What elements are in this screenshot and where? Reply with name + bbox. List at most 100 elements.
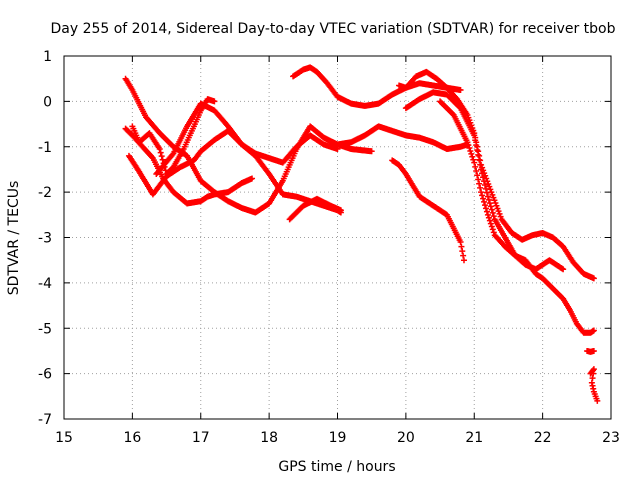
grid: [64, 56, 611, 419]
y-tick-label: -4: [38, 276, 52, 292]
x-tick-label: 22: [534, 430, 552, 446]
y-tick-label: -6: [38, 367, 52, 383]
data-point: [483, 189, 490, 196]
data-point: [471, 159, 478, 166]
data-point: [477, 161, 484, 168]
series-track-1: [122, 75, 375, 216]
data-point: [486, 217, 493, 224]
data-point: [148, 154, 155, 161]
y-tick-label: -5: [38, 321, 52, 337]
data-point: [485, 214, 492, 221]
data-point: [490, 213, 497, 220]
data-point: [482, 185, 489, 192]
data-point: [156, 146, 163, 153]
data-point: [476, 156, 483, 163]
data-point: [158, 153, 165, 160]
data-point: [481, 198, 488, 205]
data-point: [487, 203, 494, 210]
data-point: [469, 153, 476, 160]
x-tick-label: 20: [397, 430, 415, 446]
x-tick-label: 18: [260, 430, 278, 446]
data-point: [479, 170, 486, 177]
data-point: [472, 137, 479, 144]
data-point: [160, 160, 167, 167]
data-point: [466, 145, 473, 152]
data-point: [337, 207, 344, 214]
data-point: [161, 163, 168, 170]
data-point: [472, 163, 479, 170]
data-points: [122, 64, 601, 404]
series-track-11: [402, 89, 567, 273]
x-axis-label: GPS time / hours: [278, 459, 395, 475]
y-tick-label: 1: [43, 49, 52, 65]
data-point: [249, 175, 256, 182]
series-track-14: [587, 366, 601, 404]
y-tick-labels: 1 0 -1 -2 -3 -4 -5 -6 -7: [38, 49, 52, 428]
data-point: [560, 266, 567, 273]
data-point: [368, 148, 375, 155]
y-tick-label: -3: [38, 231, 52, 247]
data-point: [475, 151, 482, 158]
chart-title: Day 255 of 2014, Sidereal Day-to-day VTE…: [50, 21, 615, 37]
series-track-3: [122, 125, 256, 207]
data-point: [457, 239, 464, 246]
y-axis-label: SDTVAR / TECUs: [6, 181, 22, 296]
data-point: [467, 147, 474, 154]
data-point: [594, 397, 601, 404]
data-point: [485, 196, 492, 203]
series-track-12: [437, 98, 597, 336]
data-point: [481, 202, 488, 209]
data-point: [489, 226, 496, 233]
data-point: [487, 220, 494, 227]
data-point: [473, 168, 480, 175]
data-point: [470, 156, 477, 163]
data-point: [157, 149, 164, 156]
data-point: [477, 184, 484, 191]
data-point: [211, 98, 218, 105]
data-point: [474, 172, 481, 179]
y-tick-label: -1: [38, 140, 52, 156]
data-point: [483, 208, 490, 215]
series-track-8: [334, 123, 471, 153]
data-point: [460, 252, 467, 259]
data-point: [471, 132, 478, 139]
data-point: [478, 166, 485, 173]
data-point: [484, 193, 491, 200]
data-point: [490, 229, 497, 236]
x-tick-label: 15: [55, 430, 73, 446]
series-track-6: [290, 64, 464, 109]
series-track-7: [286, 195, 344, 223]
series-track-10: [396, 68, 597, 282]
data-point: [458, 243, 465, 250]
data-point: [457, 87, 464, 94]
data-point: [159, 156, 166, 163]
data-point: [484, 211, 491, 218]
data-point: [488, 223, 495, 230]
data-point: [590, 327, 597, 334]
data-point: [481, 178, 488, 185]
data-point: [474, 146, 481, 153]
x-tick-label: 21: [465, 430, 483, 446]
y-tick-label: 0: [43, 94, 52, 110]
series-track-13: [584, 347, 597, 355]
data-point: [486, 200, 493, 207]
data-point: [464, 139, 471, 146]
data-point: [481, 181, 488, 188]
data-point: [473, 142, 480, 149]
data-point: [465, 142, 472, 149]
data-point: [479, 192, 486, 199]
x-tick-label: 19: [329, 430, 347, 446]
x-tick-label: 23: [602, 430, 620, 446]
y-tick-label: -7: [38, 412, 52, 428]
data-point: [480, 174, 487, 181]
series-track-5: [129, 96, 218, 177]
series-track-9: [389, 157, 467, 264]
data-point: [590, 275, 597, 282]
axis-ticks: [63, 55, 612, 420]
x-tick-label: 16: [123, 430, 141, 446]
data-point: [468, 150, 475, 157]
data-point: [489, 209, 496, 216]
x-tick-label: 17: [192, 430, 210, 446]
data-point: [482, 205, 489, 212]
data-point: [480, 195, 487, 202]
